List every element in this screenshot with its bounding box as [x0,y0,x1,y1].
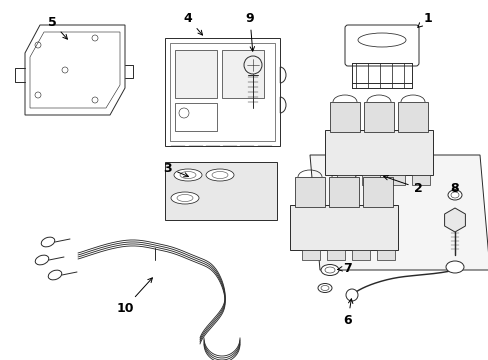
Bar [361,175,379,185]
Bar [362,177,392,207]
Ellipse shape [35,255,49,265]
Bar [164,38,280,146]
Bar [294,177,325,207]
Polygon shape [25,25,125,115]
Text: 5: 5 [47,15,67,39]
Bar [326,250,345,260]
Ellipse shape [174,169,202,181]
Text: 9: 9 [245,12,254,51]
Text: 4: 4 [183,12,202,35]
Bar [175,50,217,98]
Text: 8: 8 [450,181,458,194]
Ellipse shape [48,270,61,280]
Ellipse shape [320,265,338,275]
Bar [351,250,369,260]
Bar [175,103,217,131]
Text: 6: 6 [343,299,352,327]
Bar [289,205,397,250]
Ellipse shape [317,284,331,292]
Bar [363,102,393,132]
Bar [328,177,358,207]
Text: 10: 10 [116,278,152,315]
Bar [164,162,276,220]
Bar [325,130,432,175]
Bar [336,175,354,185]
Ellipse shape [41,237,55,247]
Bar [397,102,427,132]
Ellipse shape [445,261,463,273]
Bar [170,43,274,141]
Bar [222,50,264,98]
Ellipse shape [447,190,461,200]
Text: 1: 1 [417,12,431,27]
Text: 2: 2 [383,176,422,194]
FancyBboxPatch shape [345,25,418,66]
Text: 7: 7 [337,261,352,274]
Bar [302,250,319,260]
Bar [411,175,429,185]
Polygon shape [444,208,465,232]
Circle shape [346,289,357,301]
Bar [329,102,359,132]
Polygon shape [309,155,488,270]
Bar [386,175,404,185]
Ellipse shape [171,192,199,204]
Text: 3: 3 [163,162,188,177]
Ellipse shape [205,169,234,181]
Bar [376,250,394,260]
